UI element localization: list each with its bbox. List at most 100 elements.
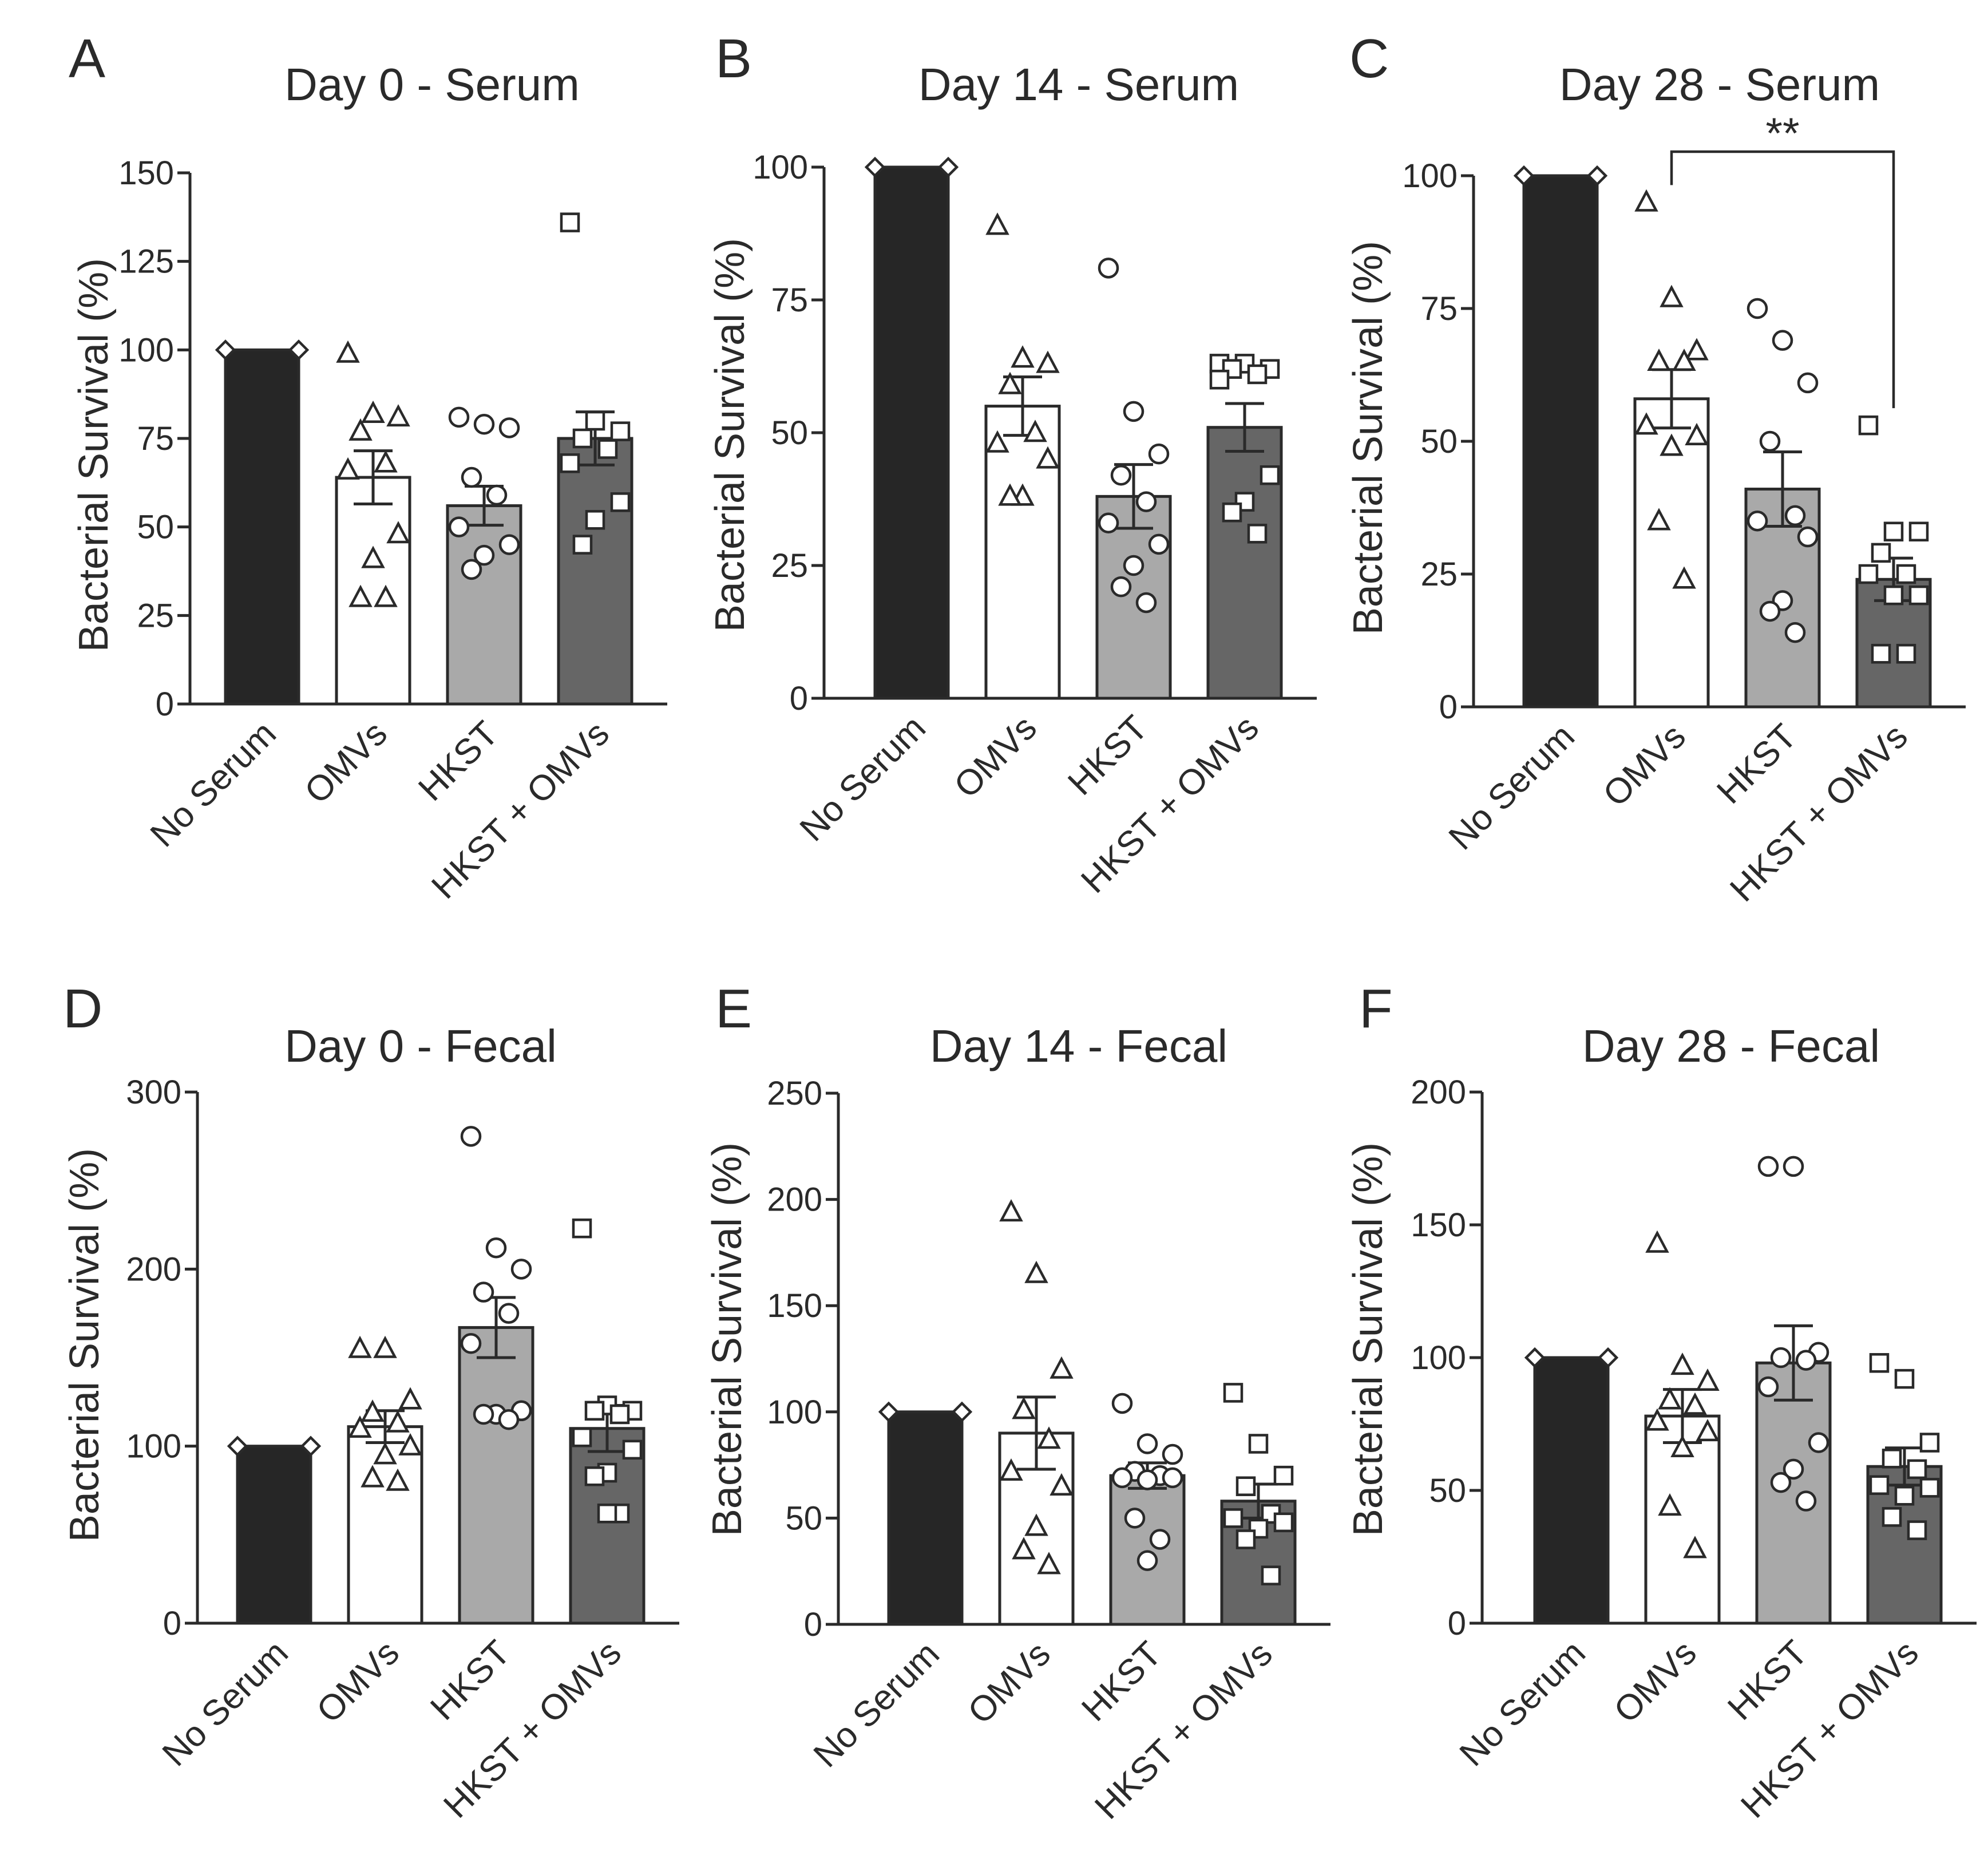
y-tick-label: 50 [1429, 1472, 1466, 1509]
data-point-triangle [1696, 1368, 1720, 1391]
data-point-square [572, 535, 593, 555]
data-point-diamond [1513, 165, 1535, 187]
panel-letter-f: F [1359, 978, 1393, 1039]
x-tick-label: HKST [1060, 708, 1155, 803]
data-point-circle [461, 466, 482, 488]
data-point-square [572, 1427, 592, 1447]
panel-letter-e: E [715, 978, 752, 1039]
x-tick-label: OMVs [960, 1634, 1058, 1732]
chart-title: Day 0 - Fecal [284, 1021, 557, 1071]
data-point-square [1261, 1565, 1281, 1585]
y-tick-label: 200 [126, 1251, 181, 1288]
data-point-square [1223, 1508, 1244, 1528]
data-point-square [1908, 585, 1929, 606]
data-point-square [1908, 521, 1929, 542]
y-tick-label: 50 [1420, 423, 1458, 460]
data-point-circle [1124, 1508, 1146, 1529]
data-point-circle [1110, 464, 1132, 486]
data-point-circle [1784, 622, 1806, 643]
data-point-square [1273, 1512, 1294, 1533]
data-point-circle [1747, 298, 1768, 319]
bar [236, 1445, 312, 1625]
y-tick-label: 150 [118, 155, 174, 192]
data-point-circle [473, 544, 495, 566]
data-point-square [584, 1466, 605, 1486]
data-point-square [1894, 1368, 1915, 1389]
data-point-triangle [1050, 1356, 1074, 1379]
data-point-circle [486, 484, 508, 506]
y-tick-label: 150 [1411, 1207, 1466, 1244]
bar [335, 476, 411, 706]
data-point-circle [485, 1237, 507, 1259]
data-point-triangle [1660, 433, 1684, 456]
data-point-square [585, 410, 605, 431]
data-point-triangle [1036, 446, 1060, 469]
x-tick-label: No Serum [1452, 1633, 1593, 1774]
x-tick-label: OMVs [309, 1633, 407, 1731]
y-tick-label: 150 [767, 1287, 822, 1324]
data-point-square [1896, 564, 1916, 584]
data-point-circle [473, 414, 495, 435]
chart-title: Day 28 - Serum [1559, 59, 1880, 110]
bar [1633, 397, 1710, 709]
x-tick-label: OMVs [1606, 1633, 1704, 1731]
data-point-square [610, 492, 631, 512]
data-point-square [1260, 465, 1280, 485]
data-point-triangle [398, 1387, 422, 1410]
data-point-circle [1795, 1490, 1817, 1512]
data-point-square [1869, 1353, 1890, 1373]
data-point-triangle [1658, 1493, 1682, 1516]
data-point-square [572, 428, 593, 449]
data-point-triangle [1683, 1392, 1707, 1415]
y-axis-label: Bacterial Survival (%) [1345, 241, 1391, 635]
data-point-triangle [1670, 1434, 1694, 1458]
data-point-triangle [1647, 508, 1671, 531]
data-point-square [1883, 585, 1904, 606]
data-point-square [572, 1218, 592, 1239]
data-point-circle [1135, 592, 1157, 614]
data-point-circle [1098, 512, 1119, 534]
y-tick-label: 100 [126, 1428, 181, 1465]
data-point-square [1222, 502, 1242, 523]
data-point-triangle [1672, 349, 1696, 371]
data-point-square [1858, 415, 1879, 436]
data-point-square [584, 1401, 605, 1421]
data-point-triangle [1012, 1537, 1036, 1560]
data-point-circle [1162, 1467, 1183, 1489]
data-point-circle [1797, 526, 1819, 548]
data-point-diamond [300, 1435, 322, 1457]
x-tick-label: HKST [423, 1633, 518, 1728]
data-point-triangle [386, 1410, 410, 1433]
data-point-circle [1757, 1376, 1779, 1398]
y-tick-label: 75 [137, 420, 174, 457]
data-point-diamond [227, 1435, 248, 1457]
data-point-triangle [1645, 1230, 1669, 1253]
data-point-triangle [998, 483, 1022, 506]
y-axis-label: Bacterial Survival (%) [707, 238, 753, 632]
data-point-circle [1783, 1156, 1804, 1177]
data-point-diamond [864, 156, 886, 178]
data-point-triangle [361, 1399, 385, 1422]
y-tick-label: 200 [767, 1181, 822, 1219]
data-point-circle [460, 1126, 482, 1147]
data-point-circle [448, 406, 470, 428]
data-point-triangle [1670, 1352, 1694, 1375]
x-tick-label: No Serum [1442, 717, 1582, 857]
data-point-square [609, 1404, 630, 1425]
data-point-triangle [336, 340, 360, 363]
bar [1755, 1361, 1832, 1625]
data-point-square [622, 1439, 643, 1460]
data-point-triangle [349, 584, 373, 607]
y-tick-label: 250 [767, 1075, 822, 1112]
data-point-triangle [374, 584, 398, 607]
data-point-triangle [336, 457, 360, 480]
data-point-circle [1162, 1443, 1183, 1465]
data-point-triangle [398, 1433, 422, 1455]
x-tick-label: No Serum [155, 1633, 296, 1774]
data-point-square [1883, 521, 1904, 542]
data-point-triangle [361, 545, 385, 568]
data-point-circle [1784, 505, 1806, 527]
y-axis-label: Bacterial Survival (%) [1345, 1142, 1391, 1536]
data-point-circle [1148, 533, 1170, 555]
